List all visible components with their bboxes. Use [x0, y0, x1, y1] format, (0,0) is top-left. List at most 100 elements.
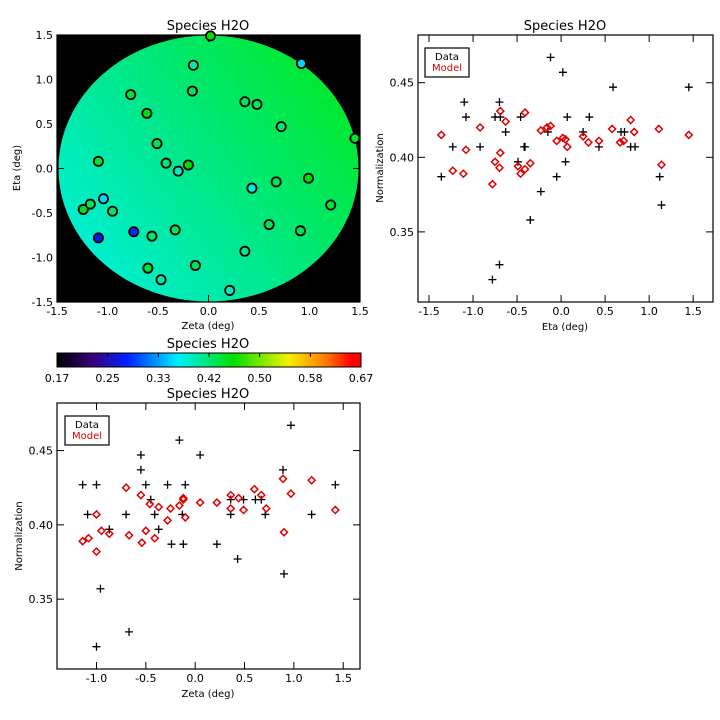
map-point	[172, 165, 184, 177]
data-point-plus	[488, 275, 497, 284]
model-point-diamond	[552, 136, 562, 146]
y-tick-label: 0.5	[36, 118, 54, 131]
model-point-diamond	[629, 127, 639, 137]
model-point-diamond	[545, 121, 556, 131]
data-point-plus	[279, 465, 288, 474]
data-point-plus	[631, 142, 640, 151]
model-point-diamond	[91, 547, 102, 557]
y-tick-label: 0.45	[390, 77, 415, 90]
map-point	[97, 193, 109, 205]
data-point-plus	[92, 480, 101, 489]
eta-normalization-panel: Species H2O Eta (deg) Normalization -1.5…	[375, 19, 714, 333]
data-point-plus	[476, 142, 485, 151]
x-tick-label: -1.0	[462, 305, 483, 318]
model-point-diamond	[330, 505, 340, 515]
model-point-diamond	[256, 490, 266, 500]
data-point-plus	[78, 480, 87, 489]
map-point	[189, 260, 201, 272]
data-point-plus	[655, 172, 664, 181]
map-point	[146, 230, 158, 242]
legend-entry-model: Model	[432, 63, 462, 74]
map-point	[263, 219, 275, 231]
map-point	[141, 107, 153, 119]
data-point-plus	[167, 540, 176, 549]
data-point-plus	[136, 465, 145, 474]
model-point-diamond	[536, 125, 546, 136]
map-point	[294, 225, 306, 237]
data-point-plus	[558, 68, 567, 77]
data-point-plus	[552, 172, 561, 181]
data-point-plus	[92, 642, 101, 651]
model-point-diamond	[91, 509, 102, 520]
x-tick-label: 0.5	[250, 305, 268, 318]
map-point	[160, 157, 172, 169]
colorbar-tick-label: 0.50	[247, 372, 272, 385]
zeta-plot-title: Species H2O	[167, 387, 249, 402]
map-point	[205, 30, 217, 42]
data-point-plus	[179, 540, 188, 549]
model-point-diamond	[195, 498, 205, 508]
map-point	[239, 96, 251, 108]
model-point-diamond	[286, 489, 296, 499]
model-point-diamond	[226, 503, 236, 514]
model-point-diamond	[684, 130, 694, 140]
legend-entry-data: Data	[435, 52, 459, 63]
zeta-plot-y-label: Normalization	[14, 501, 25, 571]
x-tick-label: 1.0	[301, 305, 319, 318]
y-tick-label: -1.0	[32, 252, 53, 265]
model-point-diamond	[458, 169, 468, 179]
colorbar-tick-label: 0.17	[45, 372, 70, 385]
plot-frame	[56, 402, 361, 670]
model-point-diamond	[607, 124, 617, 134]
data-point-plus	[585, 113, 594, 122]
map-point	[246, 182, 258, 194]
data-point-plus	[516, 113, 525, 122]
zeta-normalization-panel: Species H2O Zeta (deg) Normalization -1.…	[14, 387, 361, 700]
map-point	[325, 199, 337, 211]
model-point-diamond	[96, 526, 106, 536]
x-tick-label: 0.0	[552, 305, 570, 318]
colorbar: Species H2O 0.17 0.25 0.33 0.42 0.50 0.58 0.67	[45, 337, 374, 385]
data-point-plus	[437, 172, 446, 181]
x-tick-label: 1.5	[684, 305, 702, 318]
eta-plot-y-label: Normalization	[375, 133, 386, 203]
model-point-diamond	[249, 484, 259, 494]
map-field	[58, 35, 359, 302]
y-tick-label: -1.5	[32, 296, 53, 309]
data-point-plus	[546, 53, 555, 62]
legend-entry-model: Model	[72, 431, 102, 442]
map-point	[107, 205, 119, 217]
model-point-diamond	[162, 515, 173, 525]
x-tick-label: 1.5	[351, 305, 369, 318]
x-tick-label: 1.0	[640, 305, 658, 318]
map-point	[77, 203, 89, 215]
y-tick-label: -0.5	[32, 207, 53, 220]
colorbar-title: Species H2O	[167, 337, 249, 352]
colorbar-tick-label: 0.58	[298, 372, 323, 385]
y-tick-label: 0.40	[390, 151, 415, 164]
x-tick-label: -0.5	[506, 305, 527, 318]
model-point-diamond	[525, 158, 535, 168]
model-point-diamond	[461, 145, 471, 155]
x-tick-label: 0.0	[186, 672, 204, 685]
x-tick-label: 0.0	[200, 305, 218, 318]
model-point-diamond	[261, 503, 271, 514]
data-point-plus	[181, 480, 190, 489]
model-point-diamond	[154, 502, 164, 512]
model-point-diamond	[542, 122, 552, 133]
model-point-diamond	[278, 474, 288, 484]
model-point-diamond	[174, 500, 184, 511]
model-point-diamond	[475, 122, 485, 133]
colorbar-tick-label: 0.33	[146, 372, 171, 385]
model-point-diamond	[226, 490, 236, 500]
y-tick-label: 1.5	[36, 29, 54, 42]
eta-plot-x-label: Eta (deg)	[542, 322, 588, 333]
colorbar-tick-label: 0.42	[197, 372, 222, 385]
map-point	[239, 245, 251, 257]
data-point-plus	[286, 421, 295, 430]
model-point-diamond	[560, 134, 571, 144]
map-y-label: Eta (deg)	[12, 145, 23, 191]
model-point-diamond	[307, 475, 317, 485]
model-point-diamond	[594, 136, 604, 146]
